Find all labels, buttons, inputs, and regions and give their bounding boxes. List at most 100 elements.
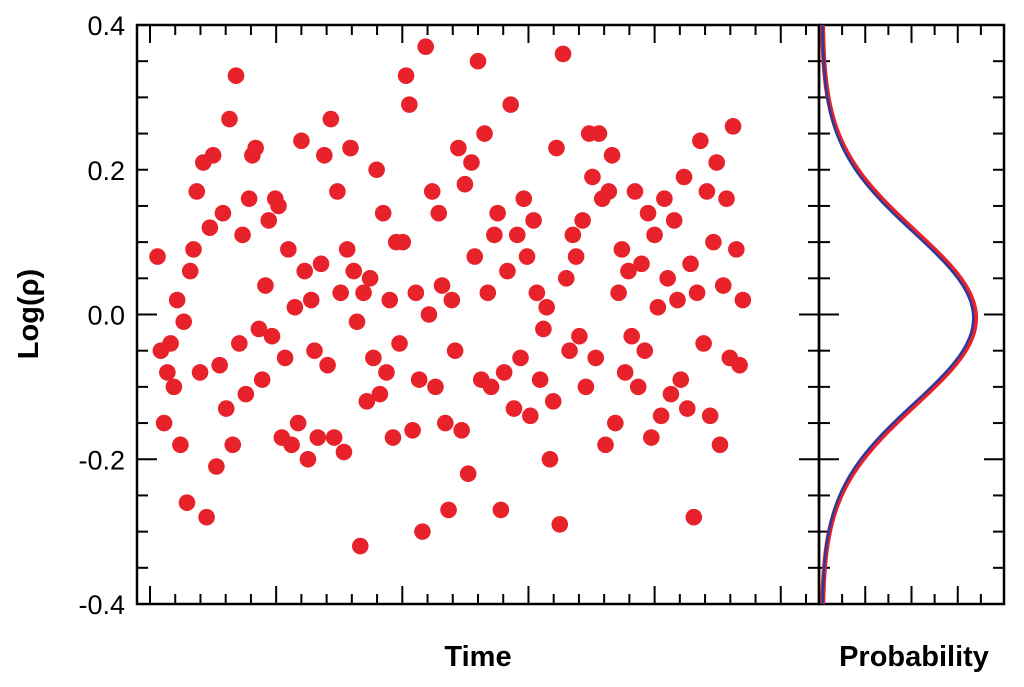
scatter-point bbox=[342, 139, 359, 157]
scatter-point bbox=[499, 262, 516, 280]
scatter-point bbox=[603, 146, 621, 164]
scatter-point bbox=[391, 335, 408, 352]
y-tick-label: -0.4 bbox=[78, 590, 125, 620]
scatter-point bbox=[446, 342, 464, 359]
scatter-point bbox=[322, 110, 340, 128]
scatter-point bbox=[237, 385, 255, 403]
scatter-point bbox=[178, 494, 196, 511]
scatter-point bbox=[479, 284, 497, 302]
scatter-point bbox=[338, 241, 356, 258]
scatter-point bbox=[649, 298, 667, 316]
scatter-point bbox=[495, 364, 513, 381]
scatter-point bbox=[711, 436, 729, 454]
scatter-point bbox=[427, 378, 444, 396]
scatter-point bbox=[316, 146, 333, 164]
scatter-point bbox=[453, 422, 470, 439]
scatter-point bbox=[149, 248, 166, 265]
scatter-point bbox=[731, 356, 748, 374]
scatter-point bbox=[695, 335, 712, 352]
scatter-point bbox=[616, 364, 634, 381]
scatter-point bbox=[365, 349, 382, 367]
scatter-point bbox=[456, 175, 474, 193]
scatter-point bbox=[584, 168, 601, 186]
scatter-point bbox=[476, 125, 493, 142]
scatter-point bbox=[489, 204, 506, 222]
scatter-point bbox=[564, 226, 582, 244]
axis-ticks bbox=[137, 24, 1004, 605]
scatter-point bbox=[420, 306, 438, 323]
scatter-point bbox=[302, 291, 320, 309]
scatter-point bbox=[522, 407, 539, 425]
scatter-point bbox=[492, 501, 510, 519]
scatter-point bbox=[162, 335, 179, 352]
scatter-point bbox=[276, 349, 294, 367]
probability-curve-blue bbox=[821, 24, 975, 605]
scatter-point bbox=[159, 364, 176, 381]
y-tick-labels: -0.4 -0.2 0.0 0.2 0.4 bbox=[78, 11, 125, 620]
scatter-point bbox=[701, 407, 719, 425]
scatter-point bbox=[643, 429, 660, 446]
scatter-point bbox=[155, 414, 173, 432]
scatter-point bbox=[639, 204, 657, 222]
scatter-point bbox=[538, 298, 555, 316]
scatter-point bbox=[165, 378, 183, 396]
scatter-point bbox=[551, 516, 569, 533]
scatter-point bbox=[185, 241, 202, 258]
scatter-point bbox=[554, 45, 572, 63]
scatter-point bbox=[518, 248, 536, 265]
scatter-point bbox=[544, 393, 562, 410]
scatter-point bbox=[332, 284, 349, 302]
y-tick-label: 0.4 bbox=[87, 11, 125, 41]
scatter-point bbox=[263, 327, 281, 345]
scatter-point bbox=[665, 212, 683, 229]
scatter-point bbox=[378, 364, 395, 381]
scatter-point bbox=[381, 291, 399, 309]
time-panel-frame bbox=[135, 23, 821, 606]
scatter-point bbox=[541, 450, 559, 468]
scatter-point bbox=[325, 429, 343, 446]
scatter-point bbox=[371, 385, 389, 403]
scatter-point bbox=[607, 414, 624, 432]
scatter-point bbox=[561, 342, 578, 359]
scatter-point bbox=[629, 378, 647, 396]
scatter-point bbox=[659, 270, 676, 287]
scatter-point bbox=[502, 96, 519, 113]
scatter-point bbox=[515, 190, 533, 207]
scatter-point bbox=[646, 226, 663, 244]
scatter-point bbox=[577, 378, 595, 396]
scatter-point bbox=[466, 248, 484, 265]
scatter-point bbox=[257, 277, 274, 294]
scatter-point bbox=[430, 204, 448, 222]
scatter-point bbox=[361, 270, 379, 287]
scatter-point bbox=[705, 233, 722, 251]
scatter-point bbox=[571, 327, 588, 345]
scatter-point bbox=[221, 110, 238, 128]
scatter-point bbox=[590, 125, 608, 142]
scatter-point bbox=[217, 400, 235, 417]
scatter-point bbox=[335, 443, 353, 461]
scatter-point bbox=[306, 342, 323, 359]
probability-curves bbox=[820, 24, 979, 605]
scatter-point bbox=[685, 508, 703, 526]
scatter-point bbox=[708, 154, 726, 171]
scatter-point bbox=[309, 429, 327, 446]
scatter-point bbox=[463, 154, 480, 171]
scatter-point bbox=[597, 436, 614, 454]
scatter-point bbox=[407, 284, 425, 302]
scatter-point bbox=[734, 291, 752, 309]
scatter-point bbox=[358, 393, 376, 410]
scatter-point bbox=[270, 197, 287, 215]
y-tick-label: -0.2 bbox=[78, 445, 125, 475]
scatter-point bbox=[319, 356, 336, 374]
scatter-point bbox=[587, 349, 605, 367]
scatter-point bbox=[168, 291, 186, 309]
scatter-point bbox=[669, 291, 686, 309]
scatter-point bbox=[613, 241, 631, 258]
scatter-point bbox=[486, 226, 503, 244]
scatter-point bbox=[329, 183, 346, 200]
scatter-point bbox=[253, 371, 271, 388]
scatter-point bbox=[459, 465, 477, 483]
scatter-point bbox=[656, 190, 673, 207]
scatter-point bbox=[250, 320, 268, 338]
scatter-point bbox=[450, 139, 467, 157]
